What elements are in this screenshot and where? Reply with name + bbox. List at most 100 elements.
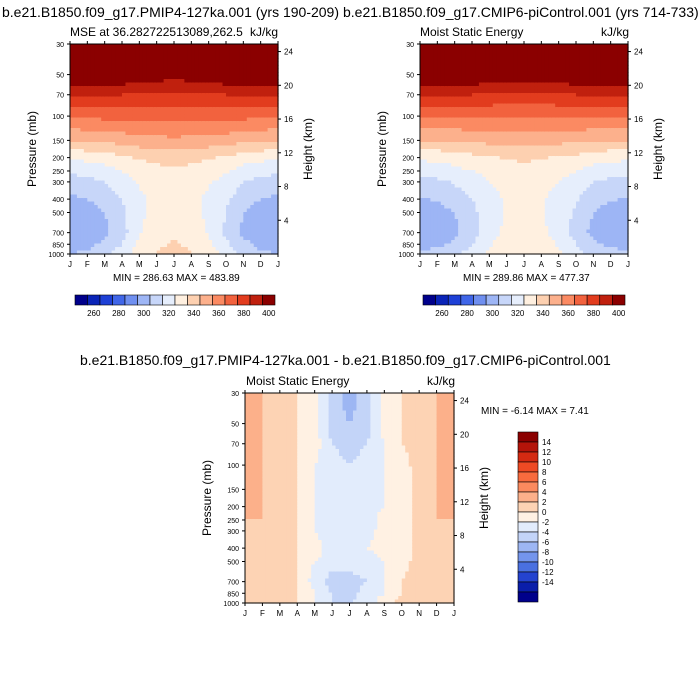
right-cell xyxy=(485,72,490,77)
left-cell xyxy=(80,226,85,231)
left-cell xyxy=(125,208,130,213)
right-cell xyxy=(444,198,449,203)
right-cell xyxy=(451,100,456,105)
right-cell xyxy=(461,187,466,192)
left-cell xyxy=(142,44,147,49)
left-cell xyxy=(163,187,168,192)
left-cell xyxy=(194,177,199,182)
right-cell xyxy=(444,65,449,70)
left-cell xyxy=(253,61,258,66)
right-cell xyxy=(489,86,494,91)
left-cell xyxy=(104,100,109,105)
left-cell xyxy=(191,184,196,189)
right-cell xyxy=(454,191,459,196)
right-cell xyxy=(458,170,463,175)
right-cell xyxy=(447,110,452,115)
left-cell xyxy=(111,187,116,192)
right-cell xyxy=(492,173,497,178)
left-cell xyxy=(167,103,172,108)
left-cell xyxy=(229,44,234,49)
right-cell xyxy=(454,65,459,70)
right-cell xyxy=(437,131,442,136)
right-cell xyxy=(482,194,487,199)
right-cell xyxy=(468,121,473,126)
left-cell xyxy=(222,250,227,255)
left-cell xyxy=(267,187,272,192)
right-cell xyxy=(426,149,431,154)
left-cell xyxy=(187,240,192,245)
left-cell xyxy=(267,121,272,126)
left-cell xyxy=(236,114,241,119)
left-cell xyxy=(142,68,147,73)
left-cell xyxy=(153,212,158,217)
left-cell xyxy=(201,135,206,140)
right-cell xyxy=(437,100,442,105)
right-cell xyxy=(447,47,452,52)
left-cell xyxy=(108,100,113,105)
right-cell xyxy=(478,47,483,52)
left-cell xyxy=(194,103,199,108)
left-cell xyxy=(208,201,213,206)
left-cell xyxy=(229,82,234,87)
right-cell xyxy=(489,58,494,63)
left-cell xyxy=(156,121,161,126)
left-cell xyxy=(246,89,251,94)
right-cell xyxy=(454,75,459,80)
left-cell xyxy=(76,205,81,210)
right-cell xyxy=(423,215,428,220)
left-cell xyxy=(184,208,189,213)
right-cell xyxy=(420,243,425,248)
left-cell xyxy=(257,152,262,157)
left-cell xyxy=(267,110,272,115)
left-cell xyxy=(73,54,78,59)
left-cell xyxy=(94,219,99,224)
right-cell xyxy=(478,93,483,98)
left-cell xyxy=(104,250,109,255)
left-cell xyxy=(163,229,168,234)
left-cell xyxy=(205,54,210,59)
right-cell xyxy=(423,177,428,182)
right-cell xyxy=(451,152,456,157)
left-cell xyxy=(146,145,151,150)
left-cell xyxy=(104,222,109,227)
left-cell xyxy=(194,250,199,255)
left-cell xyxy=(97,222,102,227)
left-cell xyxy=(125,96,130,101)
left-cell xyxy=(257,51,262,56)
right-cell xyxy=(433,194,438,199)
left-cell xyxy=(160,229,165,234)
right-cell xyxy=(440,68,445,73)
left-cell xyxy=(101,89,106,94)
left-cell xyxy=(170,96,175,101)
right-cell xyxy=(492,82,497,87)
left-cell xyxy=(146,198,151,203)
left-cell xyxy=(142,194,147,199)
right-cell xyxy=(489,236,494,241)
left-cell xyxy=(97,61,102,66)
left-cell xyxy=(232,236,237,241)
left-cell xyxy=(257,145,262,150)
left-cell xyxy=(94,68,99,73)
right-cell xyxy=(478,240,483,245)
left-cell xyxy=(212,215,217,220)
left-cell xyxy=(274,205,279,210)
left-cell xyxy=(264,222,269,227)
left-cell xyxy=(208,247,213,252)
left-cell xyxy=(236,198,241,203)
right-cell xyxy=(433,138,438,143)
left-cell xyxy=(97,128,102,133)
right-cell xyxy=(444,149,449,154)
right-cell xyxy=(423,173,428,178)
right-cell xyxy=(458,138,463,143)
left-cell xyxy=(226,152,231,157)
left-cell xyxy=(108,86,113,91)
left-cell xyxy=(208,51,213,56)
left-cell xyxy=(215,72,220,77)
left-cell xyxy=(267,222,272,227)
left-cell xyxy=(212,61,217,66)
right-cell xyxy=(485,187,490,192)
left-cell xyxy=(132,243,137,248)
left-cell xyxy=(125,166,130,171)
left-cell xyxy=(128,72,133,77)
left-cell xyxy=(135,114,140,119)
